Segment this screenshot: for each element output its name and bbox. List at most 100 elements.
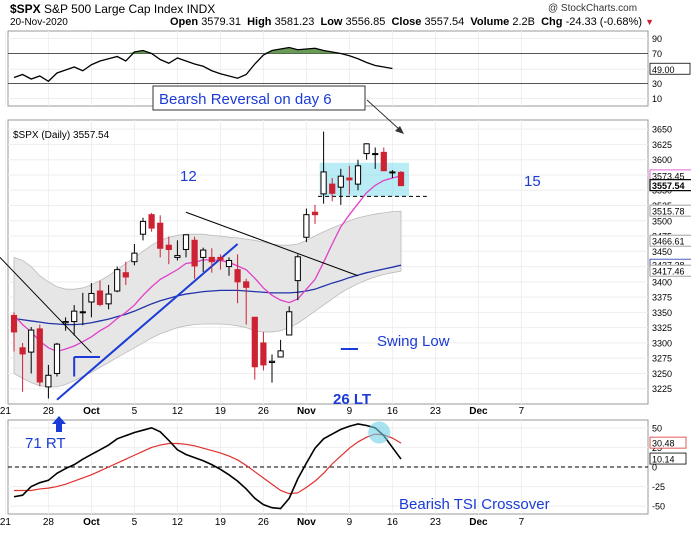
price-value-tag-label: 3515.78 [652,207,685,217]
label-15: 15 [524,173,541,190]
rsi-value-tag [649,62,691,75]
rsi-tick-label: 70 [652,49,662,59]
candle-up [53,343,61,374]
tsi-x-tick-label: Nov [297,517,316,528]
candle-up [286,311,293,336]
price-x-tick-label: Dec [469,406,488,417]
candle-down [148,214,155,229]
candle-down [329,183,336,194]
price-tick-label: 3450 [652,247,672,257]
tsi-x-tick-label: 16 [387,517,399,528]
bearish-reversal-arrow [366,99,401,131]
candle-down [234,269,241,283]
price-x-tick-label: 23 [430,406,442,417]
candle-up [389,171,396,174]
low-value: 3556.85 [345,16,386,28]
price-tick-label: 3400 [652,277,672,287]
price-value-tag [649,179,691,192]
rsi-tick-label: 30 [652,79,662,89]
price-x-tick-label: 9 [347,406,353,417]
price-tick-label: 3650 [652,125,672,135]
candle-up [268,360,276,363]
candle-up [139,220,147,235]
open-value: 3579.31 [201,16,241,28]
price-value-tag-label: 3557.54 [652,181,685,191]
price-x-tick-label: 7 [519,406,525,417]
tsi-tick-label: 0 [652,463,657,473]
candle-down [380,151,387,172]
price-x-tick-label: 5 [132,406,138,417]
candle-down [260,342,267,366]
price-legend: $SPX (Daily) 3557.54 [13,130,110,141]
downtrend-line-left [0,257,92,354]
close-value: 3557.54 [424,16,465,28]
candle-down [36,328,43,383]
price-tick-label: 3250 [652,369,672,379]
tsi-x-tick-label: 19 [215,517,227,528]
price-value-tag-label: 3417.46 [652,267,685,277]
chart-date: 20-Nov-2020 [10,17,68,28]
candle-up [71,310,78,323]
candle-down [165,244,172,250]
rsi-tick-label: 90 [652,34,662,44]
chart-title: $SPX S&P 500 Large Cap Index INDX [10,2,215,16]
candle-down [157,222,164,249]
candle-down [19,347,26,355]
tsi-value-tag-label: 30.48 [652,439,675,449]
ohlc-readout: Open 3579.31 High 3581.23 Low 3556.85 Cl… [170,16,654,28]
slow-moving-average [13,264,402,326]
candle-up [62,321,69,324]
candle-up [337,175,344,188]
price-x-tick-label: 21 [0,406,11,417]
tsi-signal-line [14,433,402,495]
symbol: $SPX [10,2,41,16]
candle-down [191,239,198,267]
price-x-tick-label: 16 [387,406,399,417]
candle-up [320,171,327,195]
tsi-x-tick-label: 7 [519,517,525,528]
candle-up [294,256,301,282]
tsi-x-tick-label: Dec [469,517,488,528]
bearish-reversal-box [152,85,366,111]
candle-up [225,259,233,268]
label-12: 12 [180,168,197,185]
price-x-tick-label: 26 [258,406,270,417]
candle-up [45,374,52,388]
candle-down [311,211,319,216]
swing-low-label: Swing Low [377,333,450,350]
candle-up [277,350,284,358]
candle-down [346,177,353,181]
volume-value: 2.2B [512,16,535,28]
exchange: INDX [186,2,216,16]
candle-up [174,255,181,258]
candle-up [79,311,86,314]
price-x-tick-label: Oct [83,406,100,417]
price-tick-label: 3300 [652,338,672,348]
price-x-tick-label: 28 [43,406,55,417]
candle-up [303,214,310,238]
index-name: S&P 500 Large Cap Index [44,2,184,16]
label-26-lt: 26 LT [333,391,371,408]
price-tick-label: 3275 [652,354,672,364]
candle-up [363,143,370,155]
rsi-tick-label: 10 [652,94,662,104]
price-tick-label: 3600 [652,155,672,165]
rsi-line [13,46,393,83]
price-value-tag [649,234,691,247]
tsi-x-tick-label: 26 [258,517,270,528]
tsi-x-tick-label: 23 [430,517,442,528]
candle-down [217,256,224,261]
tsi-x-tick-label: Oct [83,517,100,528]
tsi-x-tick-label: 12 [172,517,184,528]
candle-up [131,252,138,263]
candle-down [122,272,129,278]
price-tick-label: 3325 [652,323,672,333]
price-x-tick-label: Nov [297,406,316,417]
watermark: @ StockCharts.com [548,3,638,14]
price-tick-label: 3225 [652,384,672,394]
down-arrow-icon: ▼ [645,17,654,27]
high-value: 3581.23 [274,16,315,28]
tsi-value-tag [649,436,687,449]
candle-down [96,290,104,305]
bearish-reversal-arrowhead [395,126,404,134]
